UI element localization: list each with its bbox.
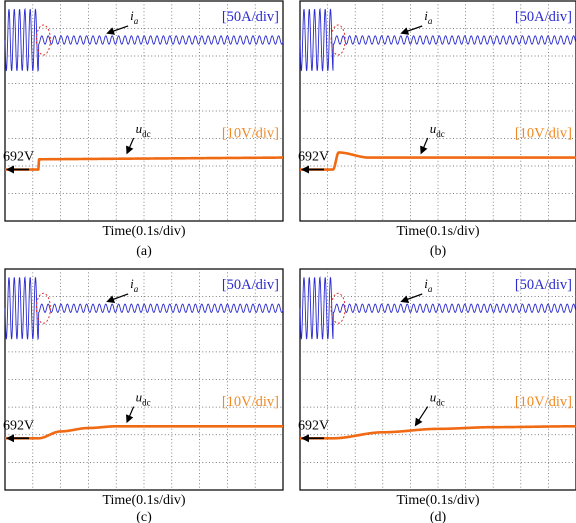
- current-signal-label: ia: [424, 276, 433, 294]
- voltage-signal-label: udc: [430, 390, 445, 408]
- current-waveform-ia: [299, 276, 576, 340]
- current-pointer-arrow: [400, 293, 423, 303]
- voltage-signal-label: udc: [136, 121, 151, 139]
- scope-panel-b: 692V [50A/div] [10V/div] ia udc Time(0.1s/div…: [298, 0, 576, 259]
- scope-panel-c: 692V [50A/div] [10V/div] ia udc Time(0.1s/div…: [3, 268, 284, 523]
- dc-level-label: 692V: [298, 150, 329, 165]
- panel-id-label: (d): [430, 510, 447, 523]
- current-pointer-arrow: [106, 25, 129, 35]
- scope-panel-d: 692V [50A/div] [10V/div] ia udc Time(0.1s/div…: [298, 268, 576, 523]
- dc-level-label: 692V: [3, 418, 34, 433]
- voltage-scale-label: [10V/div]: [515, 394, 572, 410]
- panel-id-label: (b): [430, 244, 447, 259]
- current-scale-label: [50A/div]: [515, 277, 572, 293]
- transition-marker: [330, 24, 346, 56]
- voltage-pointer-arrow: [414, 406, 429, 427]
- panel-id-label: (c): [136, 510, 152, 523]
- time-axis-label: Time(0.1s/div): [396, 224, 479, 239]
- current-waveform-ia: [4, 7, 284, 73]
- current-scale-label: [50A/div]: [222, 277, 279, 293]
- voltage-signal-label: udc: [430, 121, 445, 139]
- dc-level-label: 692V: [298, 418, 329, 433]
- voltage-waveform-udc: [4, 425, 284, 440]
- transition-marker: [330, 292, 346, 324]
- voltage-waveform-udc: [299, 425, 576, 440]
- time-axis-label: Time(0.1s/div): [396, 493, 479, 508]
- scope-grid: [5, 1, 283, 221]
- time-axis-label: Time(0.1s/div): [102, 224, 185, 239]
- current-pointer-arrow: [106, 293, 129, 303]
- scope-grid: [300, 269, 576, 490]
- panel-id-label: (a): [136, 244, 152, 259]
- transition-marker: [35, 292, 51, 324]
- voltage-pointer-arrow: [126, 137, 135, 155]
- current-signal-label: ia: [130, 8, 139, 26]
- voltage-waveform-udc: [4, 156, 284, 171]
- dc-level-label: 692V: [3, 150, 34, 165]
- voltage-pointer-arrow: [420, 137, 429, 155]
- current-scale-label: [50A/div]: [515, 9, 572, 25]
- current-signal-label: ia: [424, 8, 433, 26]
- voltage-scale-label: [10V/div]: [222, 394, 279, 410]
- current-pointer-arrow: [400, 25, 423, 35]
- current-scale-label: [50A/div]: [222, 9, 279, 25]
- time-axis-label: Time(0.1s/div): [102, 493, 185, 508]
- current-signal-label: ia: [130, 276, 139, 294]
- scope-grid: [5, 269, 283, 490]
- voltage-signal-label: udc: [136, 390, 151, 408]
- transition-marker: [35, 24, 51, 56]
- current-waveform-ia: [4, 276, 284, 341]
- voltage-scale-label: [10V/div]: [222, 125, 279, 141]
- voltage-pointer-arrow: [126, 406, 135, 424]
- scope-panel-a: 692V [50A/div] [10V/div] ia udc Time(0.1s/div…: [3, 0, 284, 259]
- voltage-scale-label: [10V/div]: [515, 125, 572, 141]
- current-waveform-ia: [299, 7, 576, 72]
- voltage-waveform-udc: [299, 151, 576, 171]
